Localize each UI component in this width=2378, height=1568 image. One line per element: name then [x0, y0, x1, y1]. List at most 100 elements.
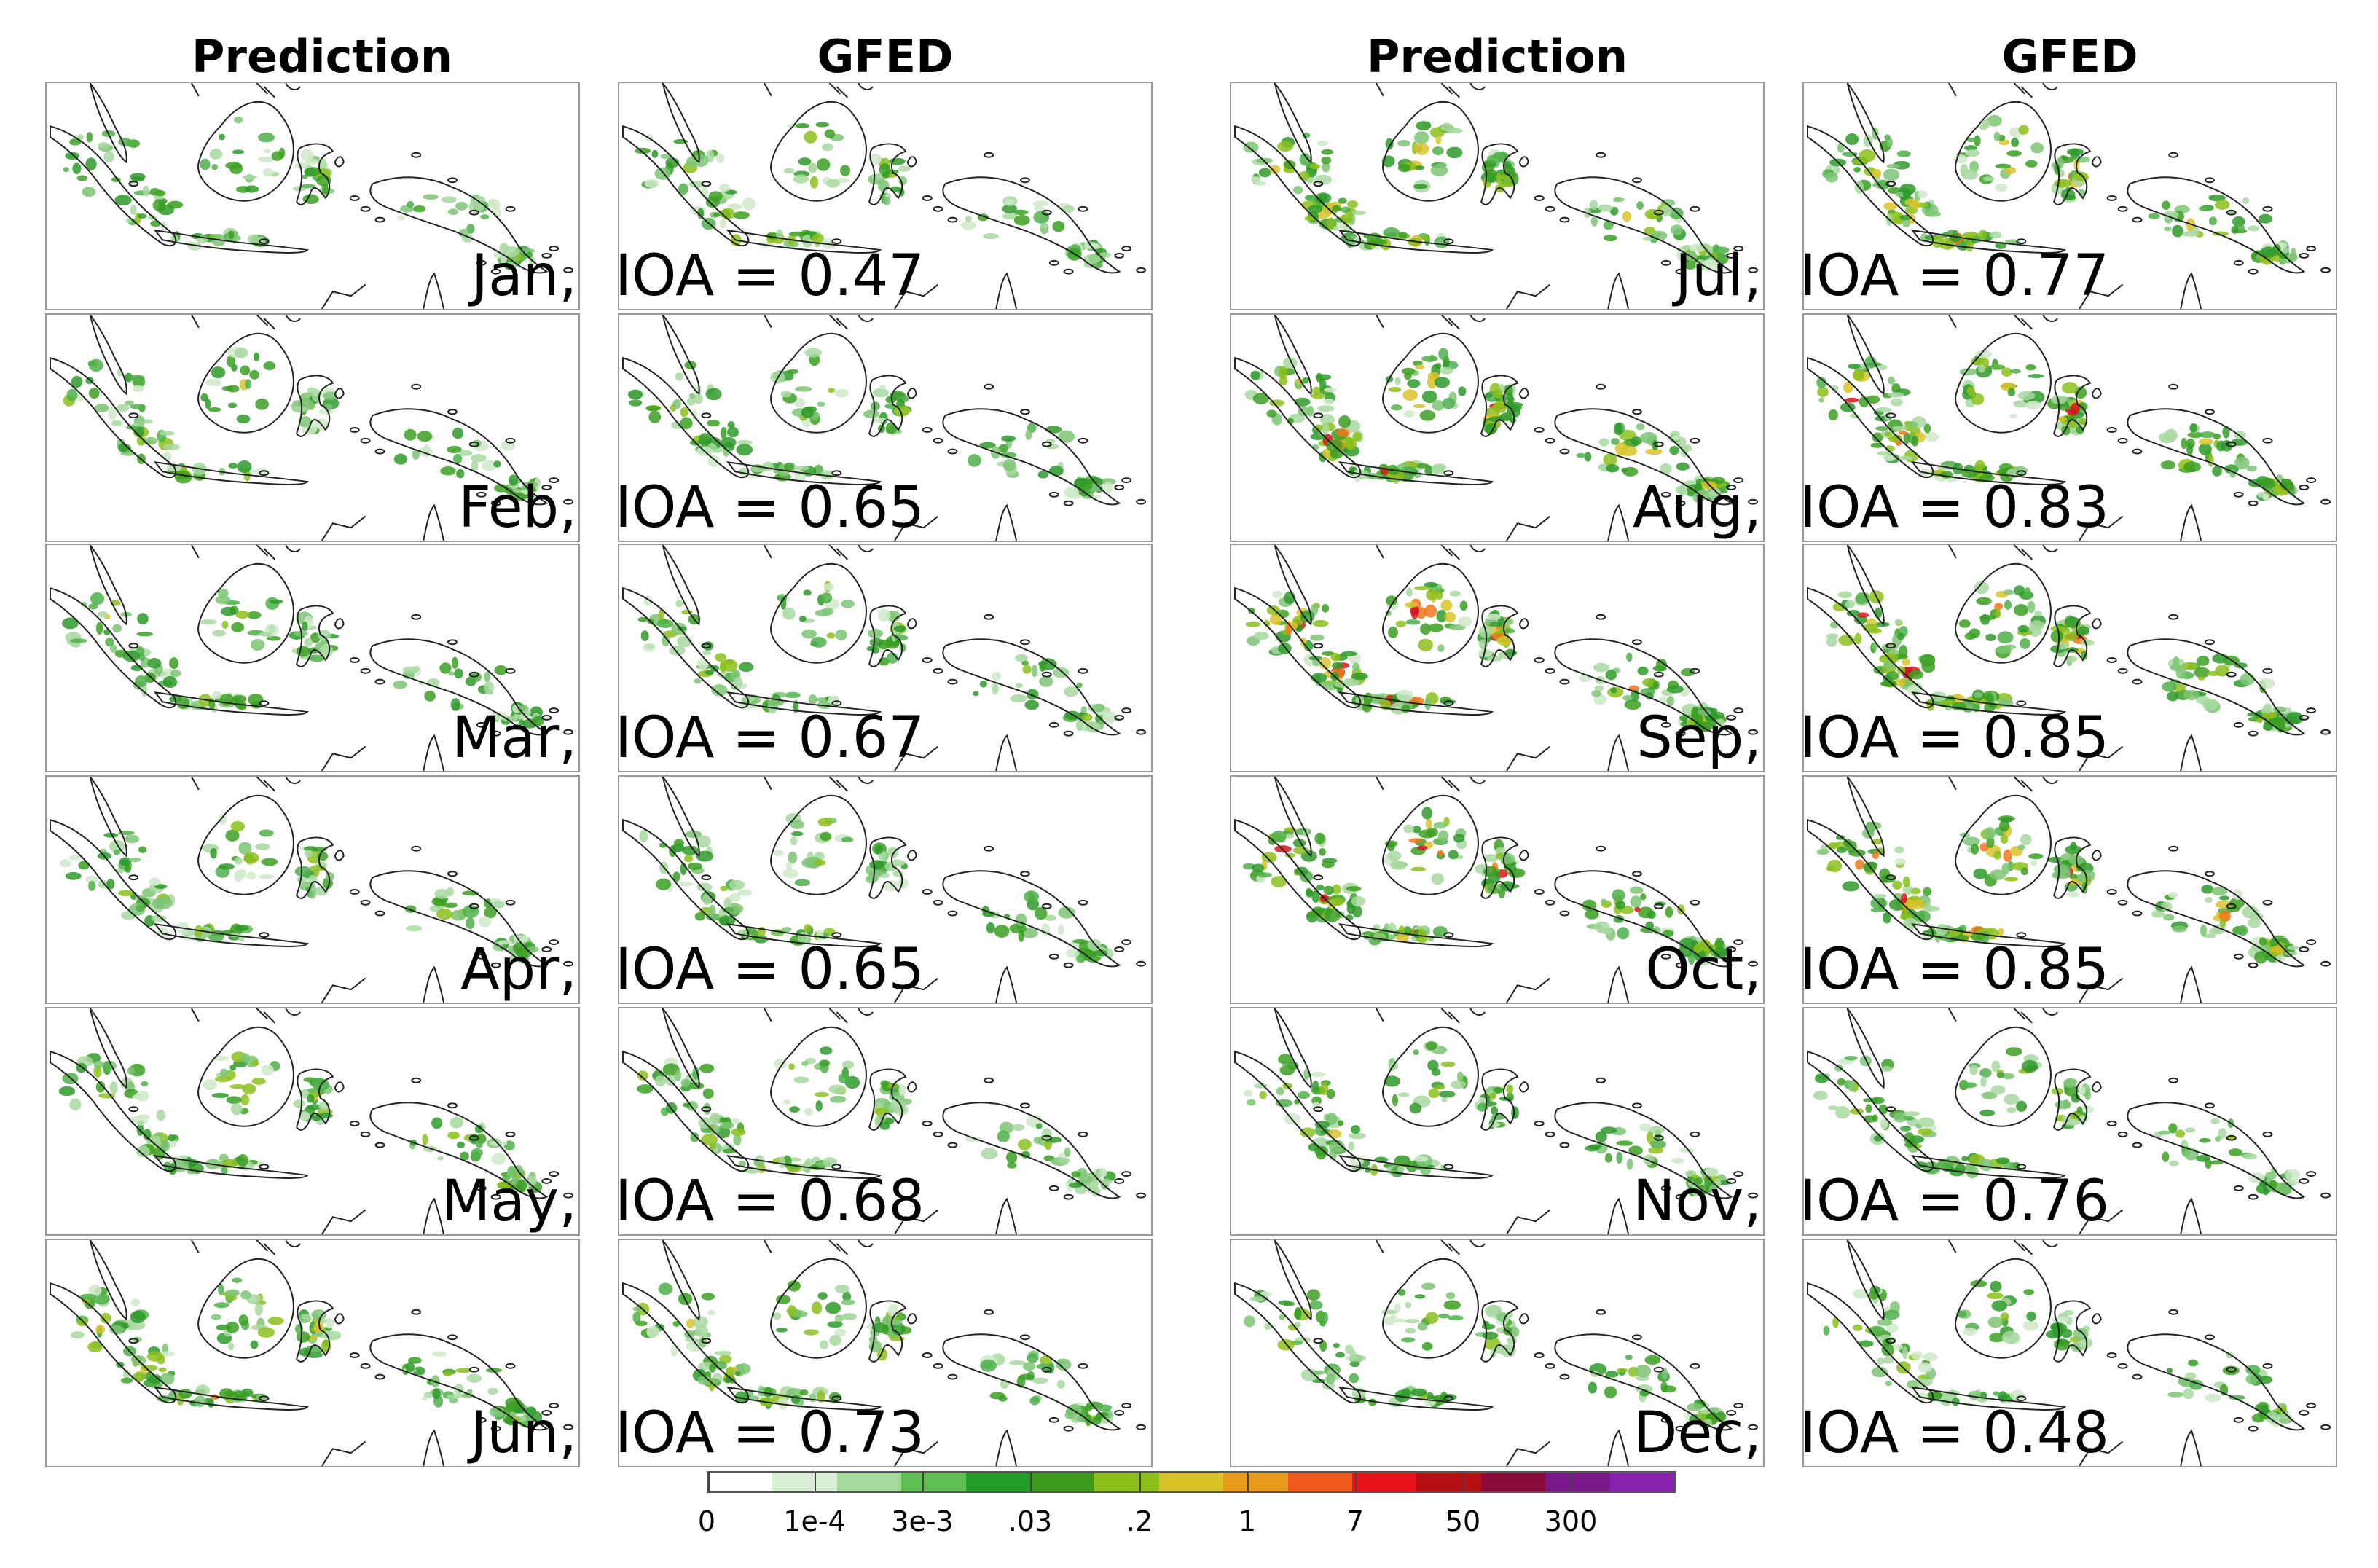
- emission-cell: [1505, 400, 1515, 409]
- month-label-nov: Nov,: [1632, 1169, 1762, 1234]
- emission-cell: [1445, 1292, 1456, 1300]
- emission-cell: [1002, 204, 1018, 213]
- emission-cell: [1958, 619, 1971, 628]
- emission-cell: [1940, 1395, 1952, 1406]
- islet: [1726, 1409, 1737, 1416]
- emission-cell: [1917, 190, 1928, 199]
- emission-cell: [716, 154, 725, 163]
- emission-cell: [2069, 423, 2078, 428]
- coastline-path: [153, 1155, 309, 1179]
- emission-cell: [232, 149, 245, 154]
- emission-cell: [1708, 490, 1720, 496]
- coastline-path: [1554, 1102, 1733, 1199]
- emission-cell: [141, 1081, 149, 1086]
- coastline-path: [191, 1240, 200, 1254]
- emission-cell: [1854, 632, 1862, 645]
- colorbar-tick-mark: [708, 1473, 710, 1491]
- coastline-path: [770, 1026, 868, 1127]
- islet: [490, 730, 501, 737]
- islet: [541, 484, 552, 490]
- coastline-path: [191, 315, 200, 329]
- islet: [2320, 1192, 2331, 1199]
- islet: [259, 238, 270, 245]
- emission-cell: [687, 862, 702, 871]
- emission-cell: [1900, 893, 1907, 904]
- emission-cell: [488, 199, 501, 210]
- emission-cell: [1711, 477, 1725, 485]
- emission-cell: [2210, 1118, 2220, 1124]
- emission-cell: [1857, 612, 1869, 618]
- coastline-path: [894, 1429, 1017, 1466]
- emission-cell: [2215, 901, 2233, 909]
- colorbar-swatch: [772, 1473, 837, 1491]
- colorbar-tick-label: 1e-4: [783, 1505, 846, 1537]
- coastline-path: [894, 503, 1017, 541]
- emission-cell: [2010, 369, 2021, 374]
- islet: [1048, 953, 1059, 960]
- map-panel-jan-gfed: [618, 82, 1153, 310]
- emission-cell: [645, 405, 661, 412]
- islet: [1726, 946, 1737, 952]
- islet: [1136, 1424, 1147, 1430]
- emission-cell: [1076, 1167, 1088, 1180]
- emission-cell: [2054, 179, 2072, 188]
- emission-cell: [2162, 200, 2170, 211]
- emission-cell: [2188, 1359, 2199, 1367]
- islet: [374, 1142, 385, 1148]
- map-panel-jul-pred: [1230, 82, 1765, 310]
- islet: [1631, 1334, 1642, 1341]
- emission-cell: [2258, 213, 2273, 224]
- emission-cell: [1679, 484, 1685, 498]
- emission-cell: [1837, 591, 1853, 598]
- emission-cell: [1417, 845, 1428, 851]
- map-svg: [1806, 83, 2331, 309]
- emission-cell: [1902, 1111, 1920, 1116]
- emission-cell: [1424, 465, 1433, 476]
- islet: [563, 729, 574, 735]
- coastline-path: [256, 1008, 275, 1024]
- emission-cell: [877, 608, 891, 622]
- emission-cell: [1316, 140, 1329, 146]
- emission-cell: [218, 813, 227, 825]
- islet: [2106, 1121, 2117, 1126]
- emission-cell: [1421, 1341, 1433, 1351]
- emission-cell: [675, 372, 683, 381]
- emission-cell: [1645, 448, 1663, 455]
- emission-cell: [817, 158, 831, 171]
- emission-cell: [1989, 364, 2006, 370]
- emission-cell: [1588, 1381, 1597, 1394]
- emission-cell: [240, 365, 251, 376]
- emission-cell: [1424, 697, 1432, 710]
- coastline-path: [285, 1008, 301, 1016]
- islet: [1660, 953, 1671, 960]
- map-panel-feb-gfed: [618, 313, 1153, 542]
- emission-cell: [1601, 898, 1607, 903]
- emission-cell: [811, 1301, 823, 1314]
- emission-cell: [2004, 166, 2017, 174]
- emission-cell: [1058, 1157, 1071, 1164]
- colorbar-tick-label: .03: [1008, 1505, 1053, 1537]
- coastline-path: [621, 587, 750, 709]
- islet: [1631, 871, 1642, 877]
- emission-cell: [1034, 205, 1044, 211]
- emission-cell: [1414, 463, 1430, 469]
- emission-cell: [1640, 893, 1647, 901]
- islet: [1885, 643, 1896, 649]
- islet: [349, 195, 360, 201]
- emission-field: [1816, 350, 2299, 501]
- coastline-path: [1948, 777, 1957, 791]
- colorbar-tick-label: 50: [1445, 1505, 1481, 1537]
- coastline-path: [285, 315, 301, 322]
- emission-cell: [2020, 638, 2030, 649]
- emission-cell: [1987, 1292, 2004, 1300]
- islet: [1733, 939, 1744, 946]
- ioa-label-feb: IOA = 0.65: [615, 475, 925, 541]
- emission-cell: [125, 400, 134, 406]
- emission-cell: [1058, 906, 1075, 919]
- emission-cell: [2182, 231, 2200, 237]
- emission-cell: [1478, 639, 1489, 648]
- emission-cell: [680, 1078, 691, 1088]
- emission-cell: [1351, 672, 1368, 681]
- islet: [1534, 889, 1545, 895]
- emission-cell: [1601, 1126, 1617, 1134]
